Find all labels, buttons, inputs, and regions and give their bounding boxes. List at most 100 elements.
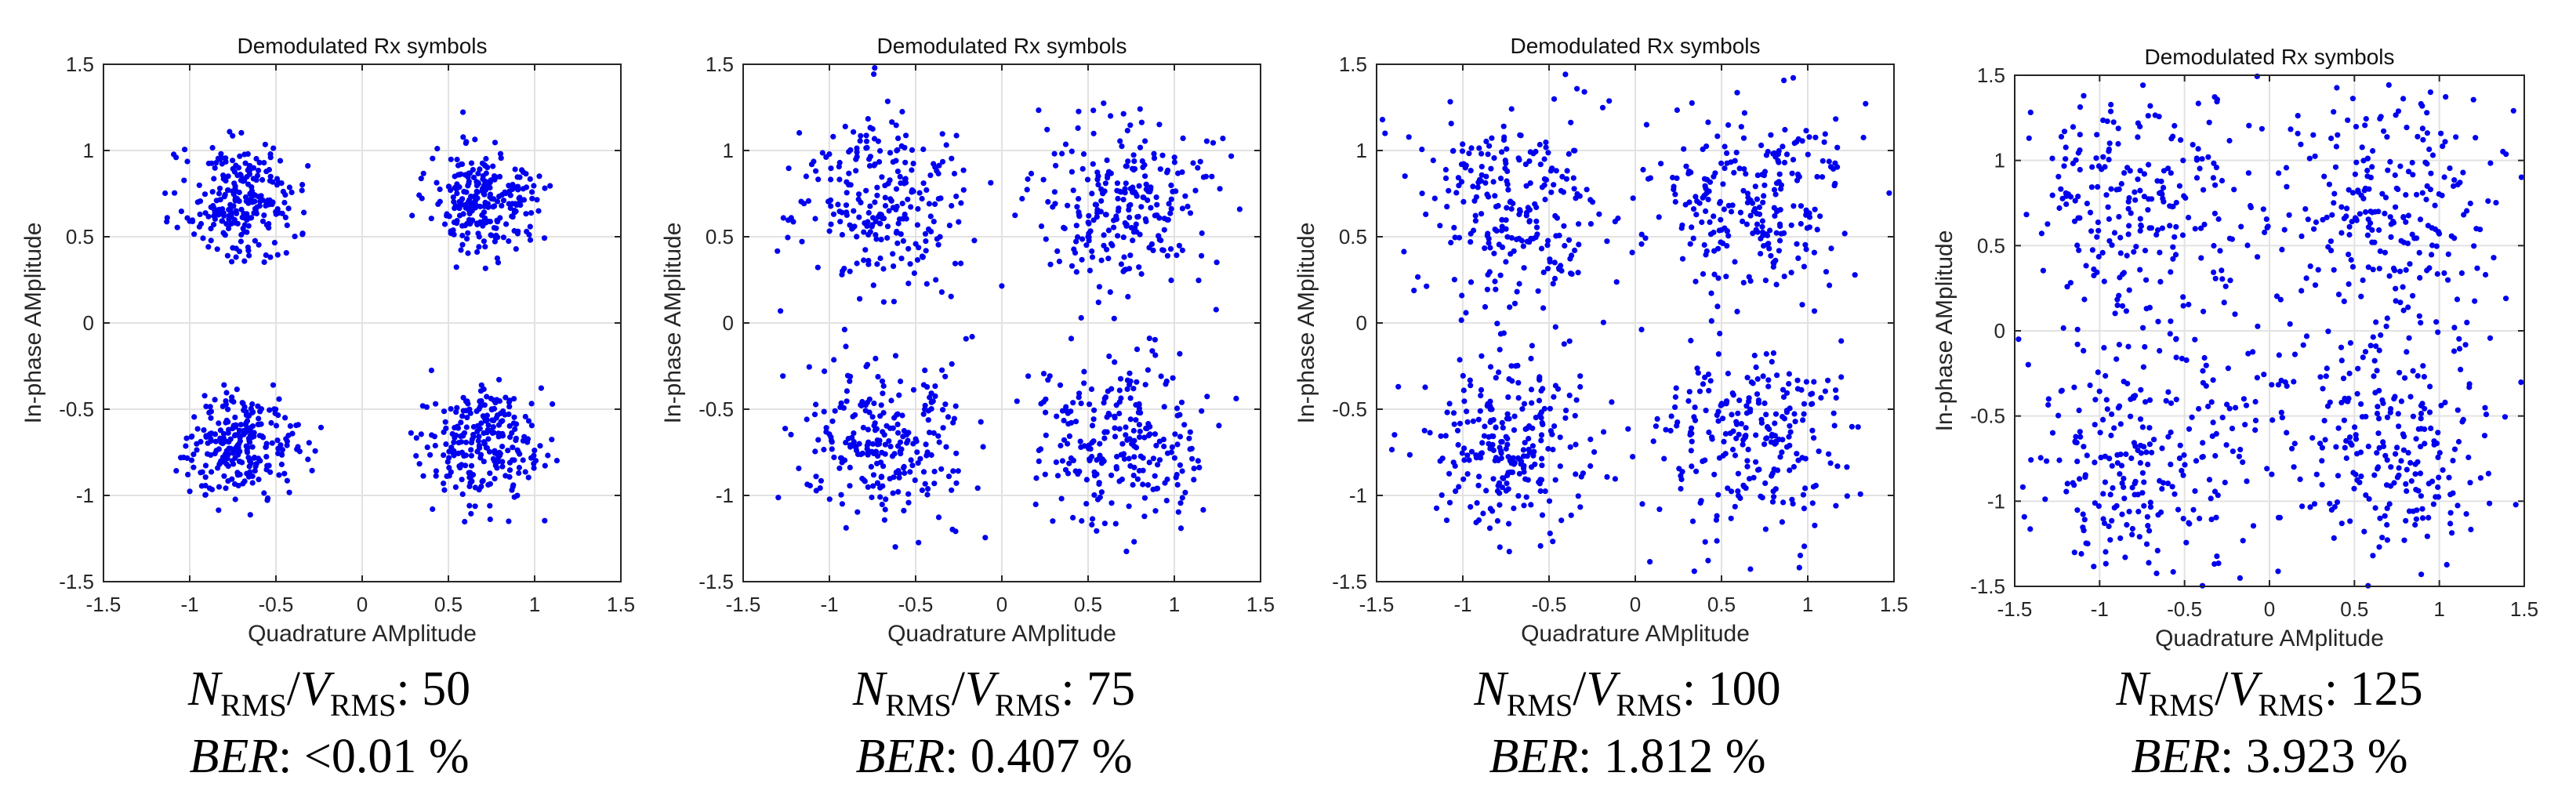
scatter-point: [2420, 136, 2426, 143]
scatter-point: [1763, 435, 1769, 442]
x-tick-label: -1: [820, 593, 838, 616]
scatter-point: [1827, 460, 1834, 466]
scatter-point: [1043, 236, 1049, 242]
scatter-point: [2193, 175, 2200, 181]
scatter-point: [510, 214, 516, 220]
scatter-point: [2396, 465, 2402, 471]
scatter-point: [2137, 123, 2143, 130]
scatter-point: [191, 414, 198, 420]
scatter-point: [2335, 473, 2342, 479]
scatter-point: [1515, 493, 1522, 499]
scatter-point: [1506, 375, 1512, 383]
scatter-point: [251, 455, 257, 461]
scatter-point: [1772, 411, 1780, 417]
scatter-point: [2110, 119, 2117, 125]
scatter-point: [2103, 549, 2109, 555]
scatter-point: [1180, 135, 1186, 141]
scatter-point: [2382, 513, 2388, 519]
scatter-point: [2376, 544, 2382, 550]
scatter-point: [1123, 548, 1130, 555]
scatter-point: [2419, 506, 2425, 512]
scatter-point: [2433, 243, 2440, 249]
scatter-point: [865, 484, 871, 490]
scatter-point: [485, 481, 492, 488]
scatter-point: [1678, 473, 1684, 479]
scatter-point: [2349, 96, 2356, 102]
scatter-point: [831, 454, 837, 461]
scatter-point: [796, 465, 802, 472]
scatter-point: [433, 468, 440, 474]
scatter-point: [1508, 205, 1515, 212]
scatter-point: [1647, 559, 1653, 565]
scatter-point: [1162, 480, 1168, 486]
scatter-point: [870, 215, 876, 221]
scatter-point: [2395, 411, 2401, 417]
scatter-point: [1708, 317, 1714, 324]
scatter-point: [1196, 464, 1203, 471]
scatter-point: [2126, 194, 2132, 201]
scatter-point: [1538, 432, 1545, 438]
scatter-point: [2245, 350, 2251, 357]
scatter-point: [2219, 415, 2226, 421]
scatter-point: [2321, 418, 2327, 424]
scatter-point: [1137, 106, 1143, 112]
scatter-point: [456, 184, 463, 190]
scatter-point: [1112, 425, 1118, 431]
scatter-point: [1446, 187, 1452, 194]
scatter-point: [1176, 242, 1182, 249]
scatter-point: [1573, 195, 1579, 201]
scatter-point: [908, 204, 914, 210]
scatter-point: [1126, 455, 1132, 462]
scatter-point: [953, 480, 960, 486]
scatter-point: [2356, 211, 2363, 217]
scatter-point: [2412, 521, 2418, 528]
scatter-point: [828, 203, 834, 209]
scatter-point: [2387, 214, 2393, 220]
scatter-point: [1063, 408, 1069, 414]
scatter-point: [2403, 481, 2409, 488]
scatter-point: [1105, 172, 1111, 179]
scatter-point: [909, 147, 916, 153]
scatter-point: [1766, 245, 1772, 252]
scatter-point: [1503, 434, 1509, 440]
scatter-point: [495, 259, 502, 266]
scatter-point: [953, 132, 960, 139]
scatter-point: [2435, 430, 2441, 436]
scatter-point: [1741, 110, 1747, 116]
scatter-point: [1564, 168, 1570, 174]
scatter-point: [220, 403, 226, 410]
scatter-point: [1459, 148, 1466, 154]
scatter-point: [1127, 378, 1134, 384]
scatter-point: [1496, 241, 1502, 248]
scatter-point: [1497, 544, 1503, 550]
scatter-point: [1468, 504, 1474, 510]
scatter-point: [869, 223, 875, 230]
scatter-point: [1700, 194, 1706, 201]
scatter-point: [2045, 401, 2052, 408]
scatter-point: [2320, 386, 2326, 392]
scatter-point: [1511, 413, 1518, 419]
scatter-point: [247, 512, 253, 518]
scatter-point: [2382, 194, 2389, 201]
scatter-point: [2510, 107, 2516, 114]
scatter-point: [2398, 458, 2404, 464]
scatter-point: [416, 461, 423, 467]
scatter-point: [1806, 224, 1812, 230]
scatter-point: [2146, 196, 2152, 202]
scatter-point: [182, 147, 188, 153]
scatter-point: [2358, 473, 2364, 480]
scatter-point: [1540, 386, 1546, 392]
scatter-point: [900, 216, 906, 222]
scatter-point: [2106, 523, 2112, 530]
caption-slash: /: [286, 662, 300, 716]
scatter-point: [919, 487, 925, 494]
scatter-point: [988, 180, 994, 186]
y-tick-label: 1: [723, 139, 734, 162]
scatter-point: [844, 190, 850, 196]
scatter-point: [1076, 196, 1082, 202]
scatter-point: [261, 490, 267, 496]
scatter-point: [1457, 357, 1463, 363]
scatter-point: [2200, 379, 2206, 386]
scatter-point: [2420, 363, 2426, 369]
scatter-point: [955, 468, 961, 474]
